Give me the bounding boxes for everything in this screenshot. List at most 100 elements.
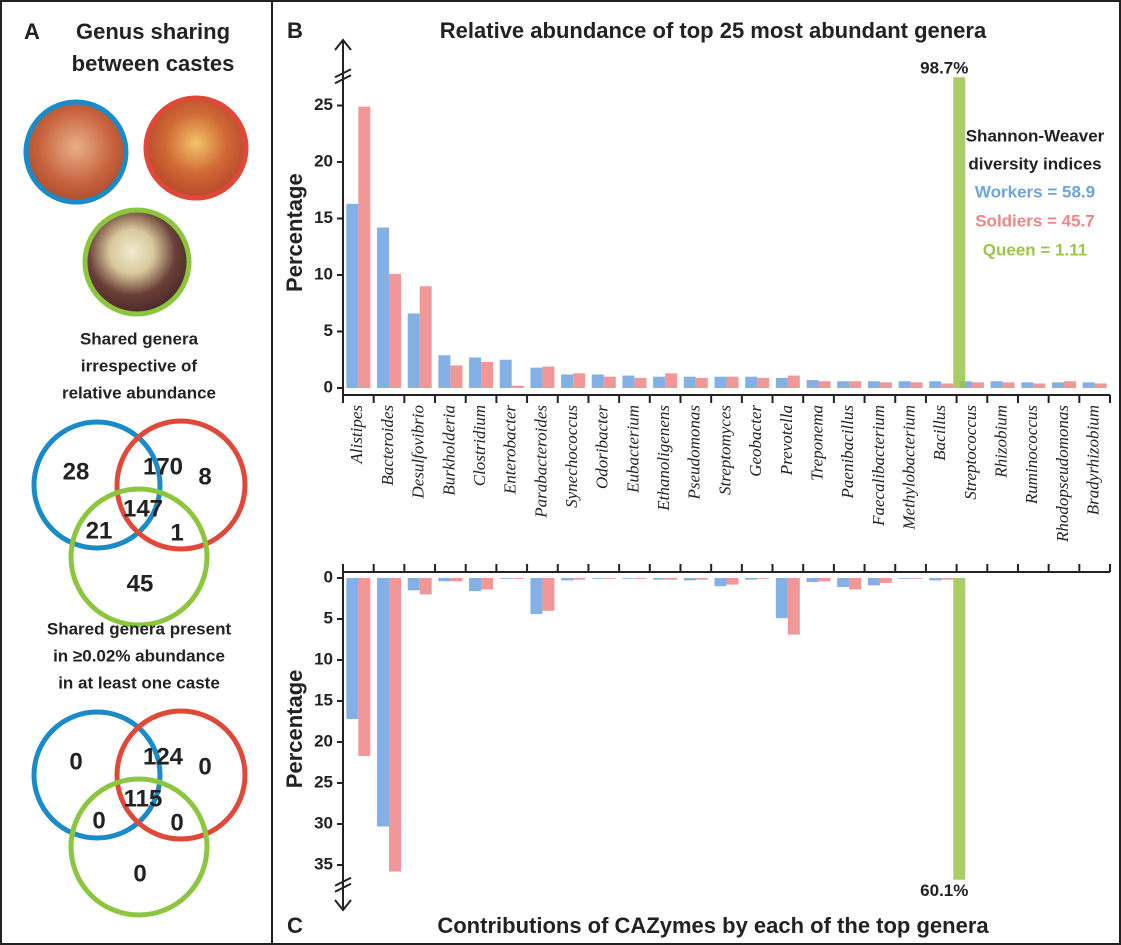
bar xyxy=(450,365,462,388)
bar xyxy=(408,578,420,590)
bar xyxy=(776,378,788,388)
panel-letter: B xyxy=(287,18,303,43)
bar xyxy=(512,386,524,388)
bar xyxy=(819,578,831,581)
bar xyxy=(807,578,819,582)
bar xyxy=(665,578,677,580)
bar xyxy=(899,381,911,388)
x-tick-label: Desulfovibrio xyxy=(409,405,428,500)
venn-count: 170 xyxy=(143,453,183,480)
bar xyxy=(469,578,481,591)
y-tick-label: 20 xyxy=(314,151,333,170)
bar xyxy=(665,373,677,388)
bar xyxy=(389,274,401,388)
bar xyxy=(757,378,769,388)
x-tick-label: Rhodopseudomonas xyxy=(1053,405,1072,543)
legend-title: Shannon-Weaver xyxy=(966,126,1105,145)
venn-count: 8 xyxy=(198,463,211,490)
soldier-photo xyxy=(146,98,246,198)
figure: AGenus sharingbetween castesShared gener… xyxy=(0,0,1121,945)
bar xyxy=(500,578,512,579)
bar xyxy=(1003,382,1015,388)
venn-title: relative abundance xyxy=(62,383,216,402)
x-tick-label: Enterobacter xyxy=(501,405,520,495)
x-tick-label: Eubacterium xyxy=(623,405,642,494)
bar xyxy=(929,578,941,580)
bar xyxy=(438,355,450,388)
legend-title: diversity indices xyxy=(968,154,1101,173)
venn-count: 0 xyxy=(69,748,82,775)
bar xyxy=(634,378,646,388)
bar xyxy=(653,377,665,388)
bar xyxy=(715,578,727,586)
venn-count: 124 xyxy=(143,743,184,770)
y-tick-label: 25 xyxy=(314,772,333,791)
bar xyxy=(1083,382,1095,388)
x-tick-label: Streptococcus xyxy=(961,405,980,500)
bar xyxy=(715,377,727,388)
bar xyxy=(745,377,757,388)
bar xyxy=(346,204,358,388)
bar xyxy=(561,374,573,388)
bar xyxy=(911,578,923,579)
y-tick-label: 10 xyxy=(314,649,333,668)
x-tick-label: Rhizobium xyxy=(992,405,1011,479)
bar xyxy=(561,578,573,580)
bar xyxy=(542,367,554,388)
venn-title: Shared genera xyxy=(80,329,199,348)
bar xyxy=(408,313,420,388)
bar xyxy=(788,578,800,635)
venn-count: 1 xyxy=(170,519,183,546)
panel-letter: C xyxy=(287,913,303,938)
bar xyxy=(868,381,880,388)
bar xyxy=(604,377,616,388)
x-tick-label: Faecalibacterium xyxy=(869,405,888,527)
bar xyxy=(573,578,585,580)
bar xyxy=(819,381,831,388)
venn-title: in ≥0.02% abundance xyxy=(53,646,225,665)
bar xyxy=(346,578,358,719)
x-tick-label: Bacillus xyxy=(930,405,949,461)
bar xyxy=(377,578,389,826)
legend-entry: Queen = 1.11 xyxy=(983,240,1087,259)
x-tick-label: Ruminococcus xyxy=(1022,405,1041,506)
bar xyxy=(684,377,696,388)
bar xyxy=(807,380,819,388)
x-tick-label: Odoribacter xyxy=(593,405,612,489)
bar xyxy=(911,382,923,388)
bar xyxy=(1064,381,1076,388)
bar xyxy=(500,360,512,388)
bar xyxy=(696,378,708,388)
y-axis-label: Percentage xyxy=(282,670,307,789)
x-tick-label: Clostridium xyxy=(470,405,489,486)
bar xyxy=(880,578,892,583)
venn-count: 0 xyxy=(92,807,105,834)
panel-title: between castes xyxy=(72,51,235,76)
bar xyxy=(849,381,861,388)
y-tick-label: 5 xyxy=(324,321,333,340)
bar xyxy=(941,578,953,580)
legend-entry: Workers = 58.9 xyxy=(975,182,1095,201)
bar xyxy=(1033,383,1045,388)
y-tick-label: 10 xyxy=(314,264,333,283)
venn-count: 0 xyxy=(170,809,183,836)
bar xyxy=(727,578,739,585)
venn-count: 0 xyxy=(133,860,146,887)
bar xyxy=(880,382,892,388)
venn-count: 21 xyxy=(86,517,113,544)
x-tick-label: Streptomyces xyxy=(715,405,734,495)
bar xyxy=(837,381,849,388)
bar xyxy=(727,377,739,388)
chart-title: Relative abundance of top 25 most abunda… xyxy=(440,18,987,43)
x-tick-label: Geobacter xyxy=(746,405,765,477)
bar xyxy=(776,578,788,618)
y-tick-label: 15 xyxy=(314,208,333,227)
bar xyxy=(1052,382,1064,388)
x-tick-label: Prevotella xyxy=(777,405,796,476)
bar xyxy=(929,381,941,388)
bar xyxy=(438,578,450,581)
y-axis-label: Percentage xyxy=(282,173,307,292)
bar xyxy=(953,77,965,388)
bar xyxy=(1021,382,1033,388)
bar xyxy=(745,578,757,580)
